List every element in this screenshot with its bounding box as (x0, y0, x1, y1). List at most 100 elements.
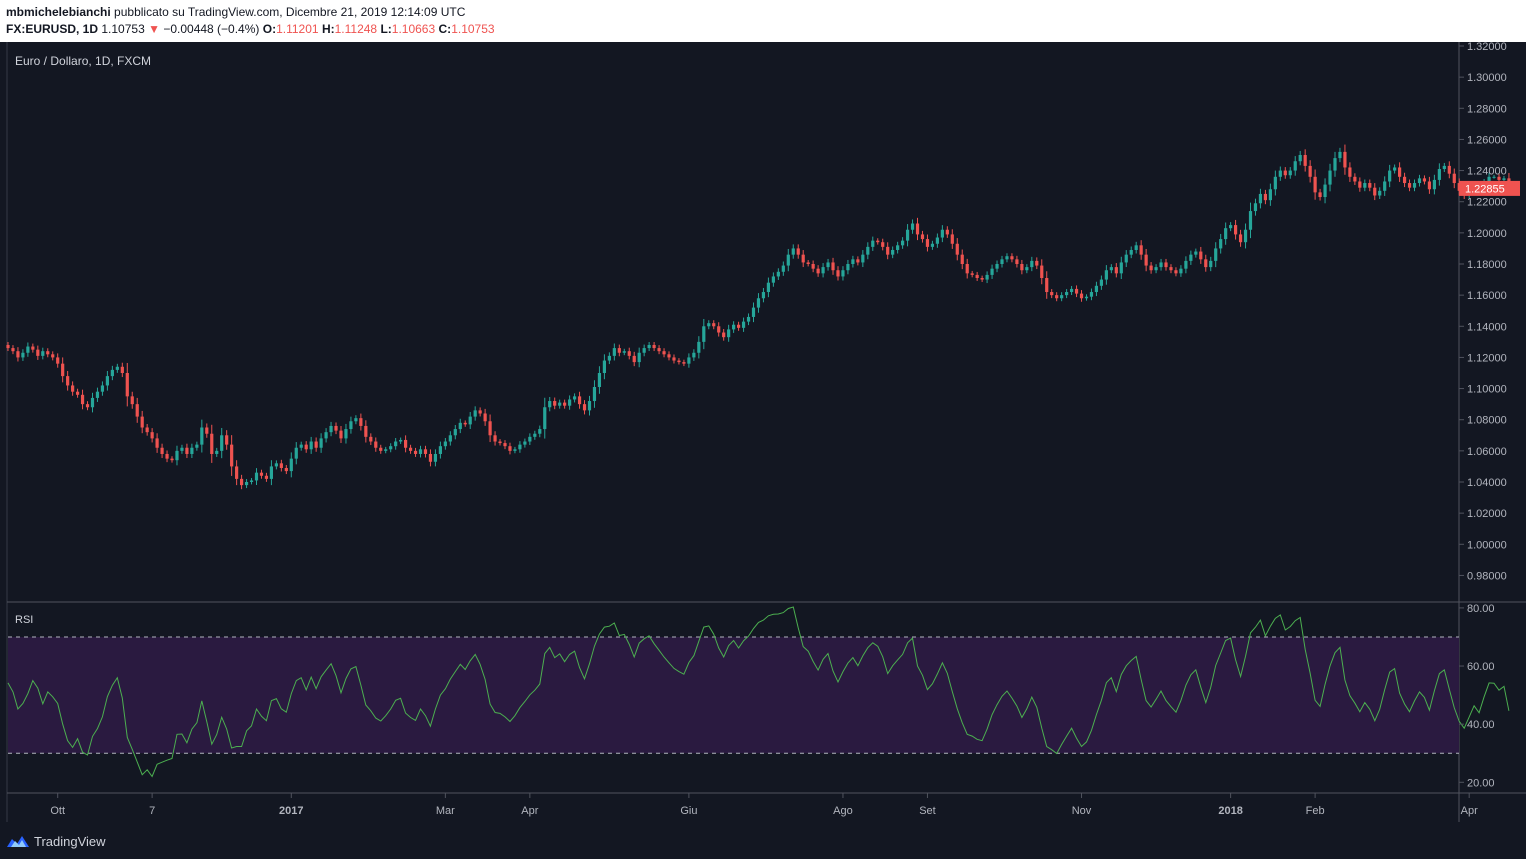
price-tick-label: 1.10000 (1467, 384, 1507, 396)
candle-body (1114, 267, 1118, 274)
candle-body (71, 385, 75, 392)
candle-body (781, 265, 785, 272)
candle-body (1229, 225, 1233, 229)
price-tick-label: 0.98000 (1467, 570, 1507, 582)
candle-body (463, 422, 467, 425)
candle-body (1020, 264, 1024, 271)
published-text: pubblicato su TradingView.com, Dicembre … (114, 5, 466, 19)
candle-body (1129, 249, 1133, 255)
candle-body (980, 278, 984, 280)
candle-body (960, 254, 964, 264)
candle-body (1089, 292, 1094, 297)
candle-body (667, 354, 671, 358)
candle-body (503, 443, 507, 447)
candle-body (304, 444, 308, 450)
candle-body (940, 229, 944, 238)
price-axis[interactable]: 0.98000 1.00000 1.02000 1.04000 1.06000 1.080… (1459, 42, 1507, 582)
candle-body (1378, 190, 1382, 196)
last-price: 1.10753 (101, 22, 145, 36)
author-name[interactable]: mbmichelebianchi (6, 5, 111, 19)
candle-body (523, 441, 527, 445)
last-price-marker (1459, 180, 1520, 196)
candle-body (46, 351, 50, 355)
candle-body (553, 401, 557, 406)
candle-body (75, 391, 80, 395)
candle-body (344, 429, 348, 439)
tradingview-brand[interactable]: TradingView (6, 832, 106, 850)
candle-body (264, 475, 269, 479)
candle-body (269, 466, 274, 479)
candle-body (483, 413, 487, 422)
candle-body (1204, 259, 1208, 268)
price-tick-label: 1.08000 (1467, 415, 1507, 427)
candle-body (602, 360, 606, 373)
time-tick-label: 2017 (279, 805, 303, 817)
candle-body (1393, 167, 1397, 171)
candle-body (563, 402, 567, 406)
price-tick-label: 1.00000 (1467, 539, 1507, 551)
candle-body (254, 472, 259, 481)
candle-body (438, 446, 442, 454)
price-tick-label: 1.32000 (1467, 42, 1507, 53)
candle-body (568, 399, 572, 406)
candle-body (935, 237, 939, 244)
candle-body (404, 439, 408, 448)
time-axis[interactable]: Ott 7 2017 Mar Apr Giu Ago Set Nov 2018 Feb Apr (50, 793, 1478, 817)
candle-body (533, 433, 537, 437)
price-tick-label: 1.26000 (1467, 134, 1507, 146)
candle-body (950, 234, 954, 244)
time-tick-label: Set (919, 805, 936, 817)
candle-body (379, 447, 383, 451)
candle-body (1288, 170, 1292, 176)
candle-body (319, 438, 323, 448)
candle-body (1248, 211, 1253, 230)
price-tick-label: 1.20000 (1467, 228, 1507, 240)
candle-body (732, 324, 736, 330)
candle-body (115, 366, 119, 370)
candle-body (1040, 265, 1044, 279)
candle-body (682, 362, 686, 364)
candle-body (369, 436, 373, 442)
candle-body (1184, 260, 1188, 269)
candle-body (1030, 260, 1034, 268)
candle-body (1074, 288, 1079, 294)
candle-body (811, 264, 815, 269)
candle-body (607, 355, 611, 361)
rsi-axis[interactable]: 20.00 40.00 60.00 80.00 (1459, 603, 1495, 789)
candle-body (215, 450, 219, 454)
candle-body (1368, 183, 1372, 188)
symbol-label: FX:EURUSD, 1D (6, 22, 99, 36)
candle-body (632, 355, 636, 363)
candle-body (796, 248, 800, 255)
close-label: C: (438, 22, 452, 36)
candle-body (901, 240, 905, 246)
candle-body (1164, 262, 1168, 268)
chart-area[interactable]: 0.98000 1.00000 1.02000 1.04000 1.06000 1.080… (0, 42, 1526, 822)
candle-body (1025, 267, 1029, 271)
candle-body (418, 449, 423, 454)
candle-body (453, 429, 457, 436)
candle-body (1243, 229, 1248, 243)
candle-body (100, 385, 105, 392)
candle-body (736, 324, 741, 328)
candle-body (1492, 176, 1496, 178)
candle-body (1065, 292, 1069, 296)
candle-body (692, 352, 696, 358)
candle-body (314, 441, 318, 448)
candle-body (1144, 254, 1148, 266)
candle-body (1447, 165, 1451, 174)
candle-body (1154, 267, 1158, 271)
candle-body (945, 229, 949, 235)
candle-body (672, 357, 676, 361)
candle-body (205, 427, 209, 434)
candle-body (160, 447, 164, 454)
candle-body (1388, 170, 1392, 182)
candle-body (279, 463, 283, 468)
price-tick-label: 1.06000 (1467, 446, 1507, 458)
chart-canvas[interactable]: 0.98000 1.00000 1.02000 1.04000 1.06000 1.080… (0, 42, 1526, 822)
candle-body (200, 427, 204, 445)
candle-body (478, 410, 482, 414)
candle-body (687, 357, 691, 364)
candle-body (1432, 179, 1436, 190)
candle-body (856, 259, 860, 263)
